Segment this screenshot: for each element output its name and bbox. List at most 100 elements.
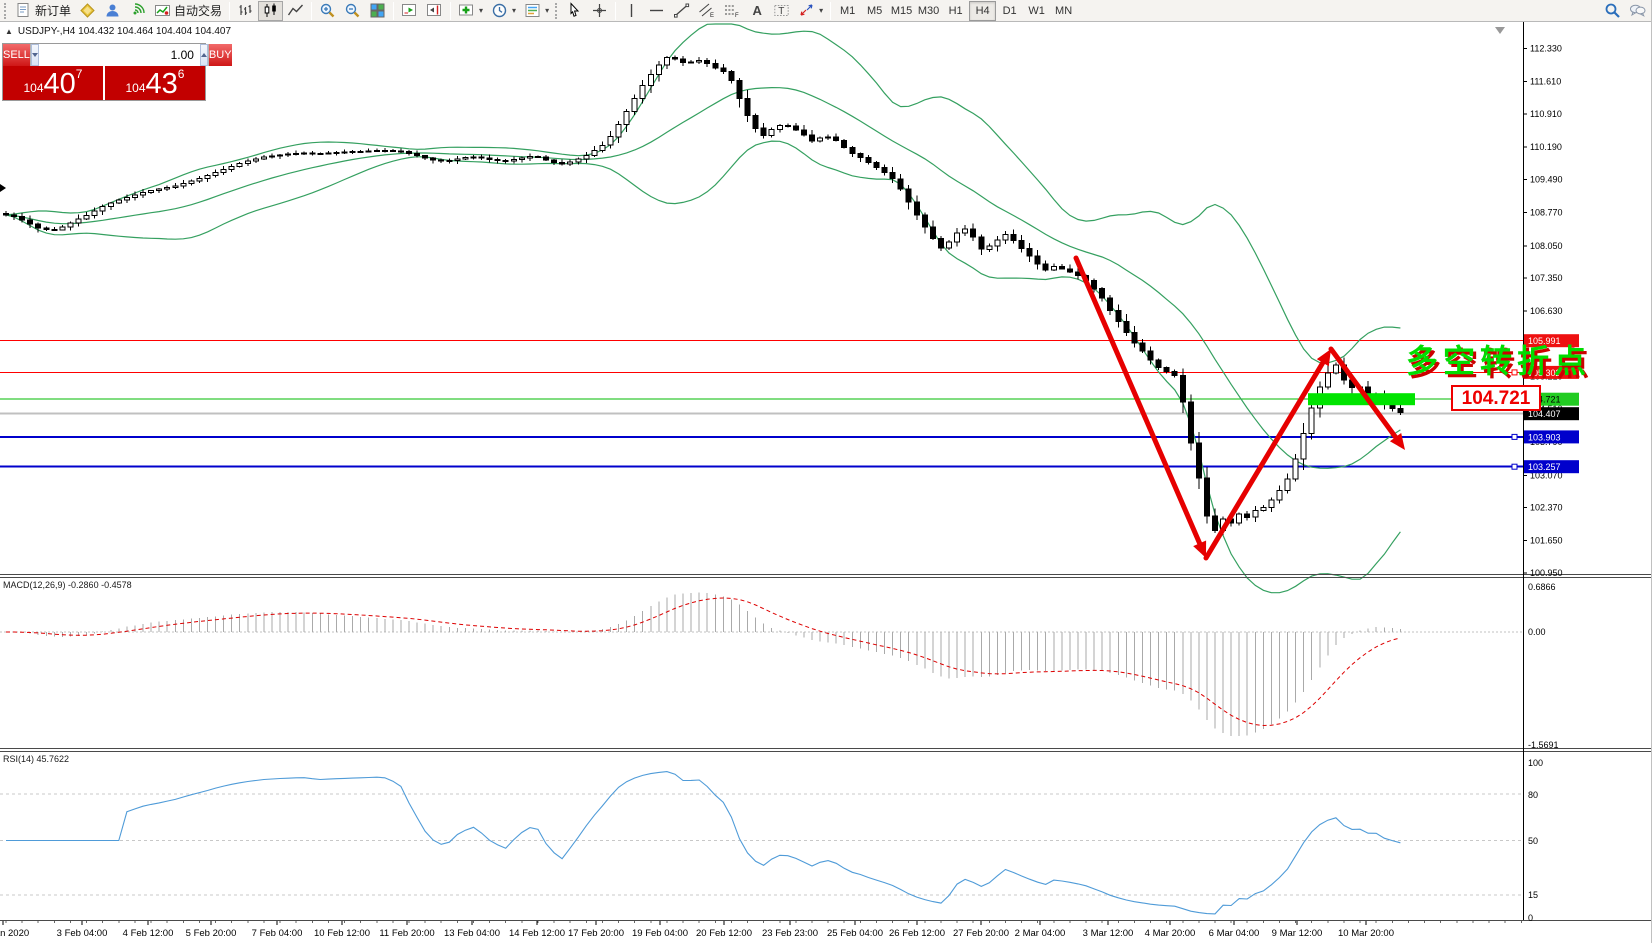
horizontal-line-button[interactable] [644,1,669,21]
svg-text:15: 15 [1528,890,1538,900]
signals-button[interactable] [125,1,150,21]
community-button[interactable] [1625,1,1650,21]
hline-handle[interactable] [1511,463,1518,470]
fibonacci-button[interactable]: F [719,1,744,21]
timeframe-m15-button[interactable]: M15 [890,4,913,17]
svg-text:104.721: 104.721 [1528,395,1561,405]
search-icon [1605,3,1620,18]
tile-windows-icon [370,3,385,18]
timeframe-d1-button[interactable]: D1 [1002,4,1017,17]
timeframe-m30-button[interactable]: M30 [917,4,940,17]
auto-trading-button-label: 自动交易 [174,4,223,18]
volume-decrease-button[interactable] [30,44,39,66]
timeframe-m5-button[interactable]: M5 [866,4,883,17]
turning-point-annotation[interactable]: 多空转折点 [1406,342,1591,380]
timeframe-mn-button[interactable]: MN [1055,4,1073,17]
svg-text:0.6866: 0.6866 [1528,582,1556,592]
chart-shift-icon [427,4,442,16]
sell-button[interactable]: SELL [3,44,31,66]
svg-text:27 Feb 20:00: 27 Feb 20:00 [953,928,1009,939]
buy-button[interactable]: BUY [207,44,232,66]
bar-chart-icon [239,5,252,15]
toolbar-separator [450,1,452,20]
collapse-trade-panel-icon[interactable]: ▲ [5,27,13,36]
toolbar-grip[interactable] [555,2,560,19]
dropdown-caret-icon[interactable]: ▾ [479,6,484,15]
volume-increase-button[interactable] [199,44,208,66]
toolbar-separator [393,1,395,20]
price-axis-layer: 112.330 111.610 110.910 110.190 109.490 108.7… [1523,44,1563,923]
label-icon: T [774,5,789,17]
support-highlight-bar[interactable] [1308,393,1415,406]
template-icon [525,4,540,17]
candles-layer [3,55,1404,535]
svg-text:19 Feb 04:00: 19 Feb 04:00 [632,928,688,939]
toolbar-separator [615,1,617,20]
timeframe-m1-button[interactable]: M1 [839,4,856,17]
hline-handle[interactable] [1511,369,1518,376]
dropdown-caret-icon[interactable]: ▾ [545,6,550,15]
bar-chart-button[interactable] [233,1,258,21]
fibo-icon: F [725,5,739,19]
svg-text:4 Feb 12:00: 4 Feb 12:00 [123,928,174,939]
periods-button[interactable]: ▾ [487,1,520,21]
timeframe-h4-button[interactable]: H4 [969,0,997,21]
candlestick-chart-button[interactable] [258,0,284,21]
rsi-name: RSI(14) [3,754,35,764]
vline-icon [630,4,633,17]
auto-trading-button[interactable]: 自动交易 [150,1,226,21]
svg-text:80: 80 [1528,790,1538,800]
new-order-button[interactable]: 新订单 [11,1,75,21]
toolbar-grip[interactable] [4,2,9,19]
sell-price-button[interactable]: 104 40 7 [3,66,103,100]
svg-text:-1.5691: -1.5691 [1528,740,1559,750]
deposit-button[interactable] [75,1,100,21]
svg-text:105.302: 105.302 [1528,368,1561,378]
bb-lower-band [5,140,1401,594]
zoom-out-button[interactable] [340,1,365,21]
auto-scroll-button[interactable] [397,1,422,21]
crosshair-button[interactable] [587,1,612,21]
svg-text:104.407: 104.407 [1528,409,1561,419]
line-chart-button[interactable] [283,1,308,21]
turning-point-annotation[interactable]: 多空转折点 [1409,345,1594,383]
svg-text:4 Mar 20:00: 4 Mar 20:00 [1145,928,1196,939]
zoom-in-button[interactable] [315,1,340,21]
svg-text:100: 100 [1528,758,1543,768]
autoscroll-marker-icon[interactable] [1495,27,1505,34]
search-button[interactable] [1600,1,1625,21]
text-label-button[interactable]: T [769,1,794,21]
volume-input[interactable] [38,44,200,66]
svg-text:106.630: 106.630 [1530,306,1563,316]
arrows-button[interactable]: ▾ [794,1,827,21]
tile-windows-button[interactable] [365,1,390,21]
dropdown-caret-icon[interactable]: ▾ [512,6,517,15]
chat-icon [1630,4,1646,17]
svg-text:25 Feb 04:00: 25 Feb 04:00 [827,928,883,939]
line-chart-icon [287,4,304,16]
trend-arrow-segment[interactable] [1328,346,1403,446]
indicators-button[interactable]: ▾ [454,1,487,21]
timeframe-h1-button[interactable]: H1 [948,4,963,17]
buy-price-button[interactable]: 104 43 6 [105,66,205,100]
svg-text:T: T [778,6,784,17]
dropdown-caret-icon[interactable]: ▾ [819,6,824,15]
profile-button[interactable] [100,1,125,21]
trend-arrow-segment[interactable] [1203,354,1329,561]
trendline-button[interactable] [669,1,694,21]
trend-arrow-segment[interactable] [1073,255,1205,553]
hline-handle[interactable] [1511,433,1518,440]
cursor-button[interactable] [562,1,587,21]
bb-middle-band [5,86,1401,469]
chart-shift-button[interactable] [422,1,447,21]
price-callout-box[interactable] [1451,385,1541,411]
templates-button[interactable]: ▾ [520,1,553,21]
text-button[interactable]: A [744,1,769,21]
vertical-line-button[interactable] [619,1,644,21]
equidistant-channel-button[interactable]: E [694,1,719,21]
svg-text:7 Feb 04:00: 7 Feb 04:00 [252,928,303,939]
timeframe-w1-button[interactable]: W1 [1028,4,1045,17]
macd-label: MACD(12,26,9) -0.2860 -0.4578 [3,580,132,590]
